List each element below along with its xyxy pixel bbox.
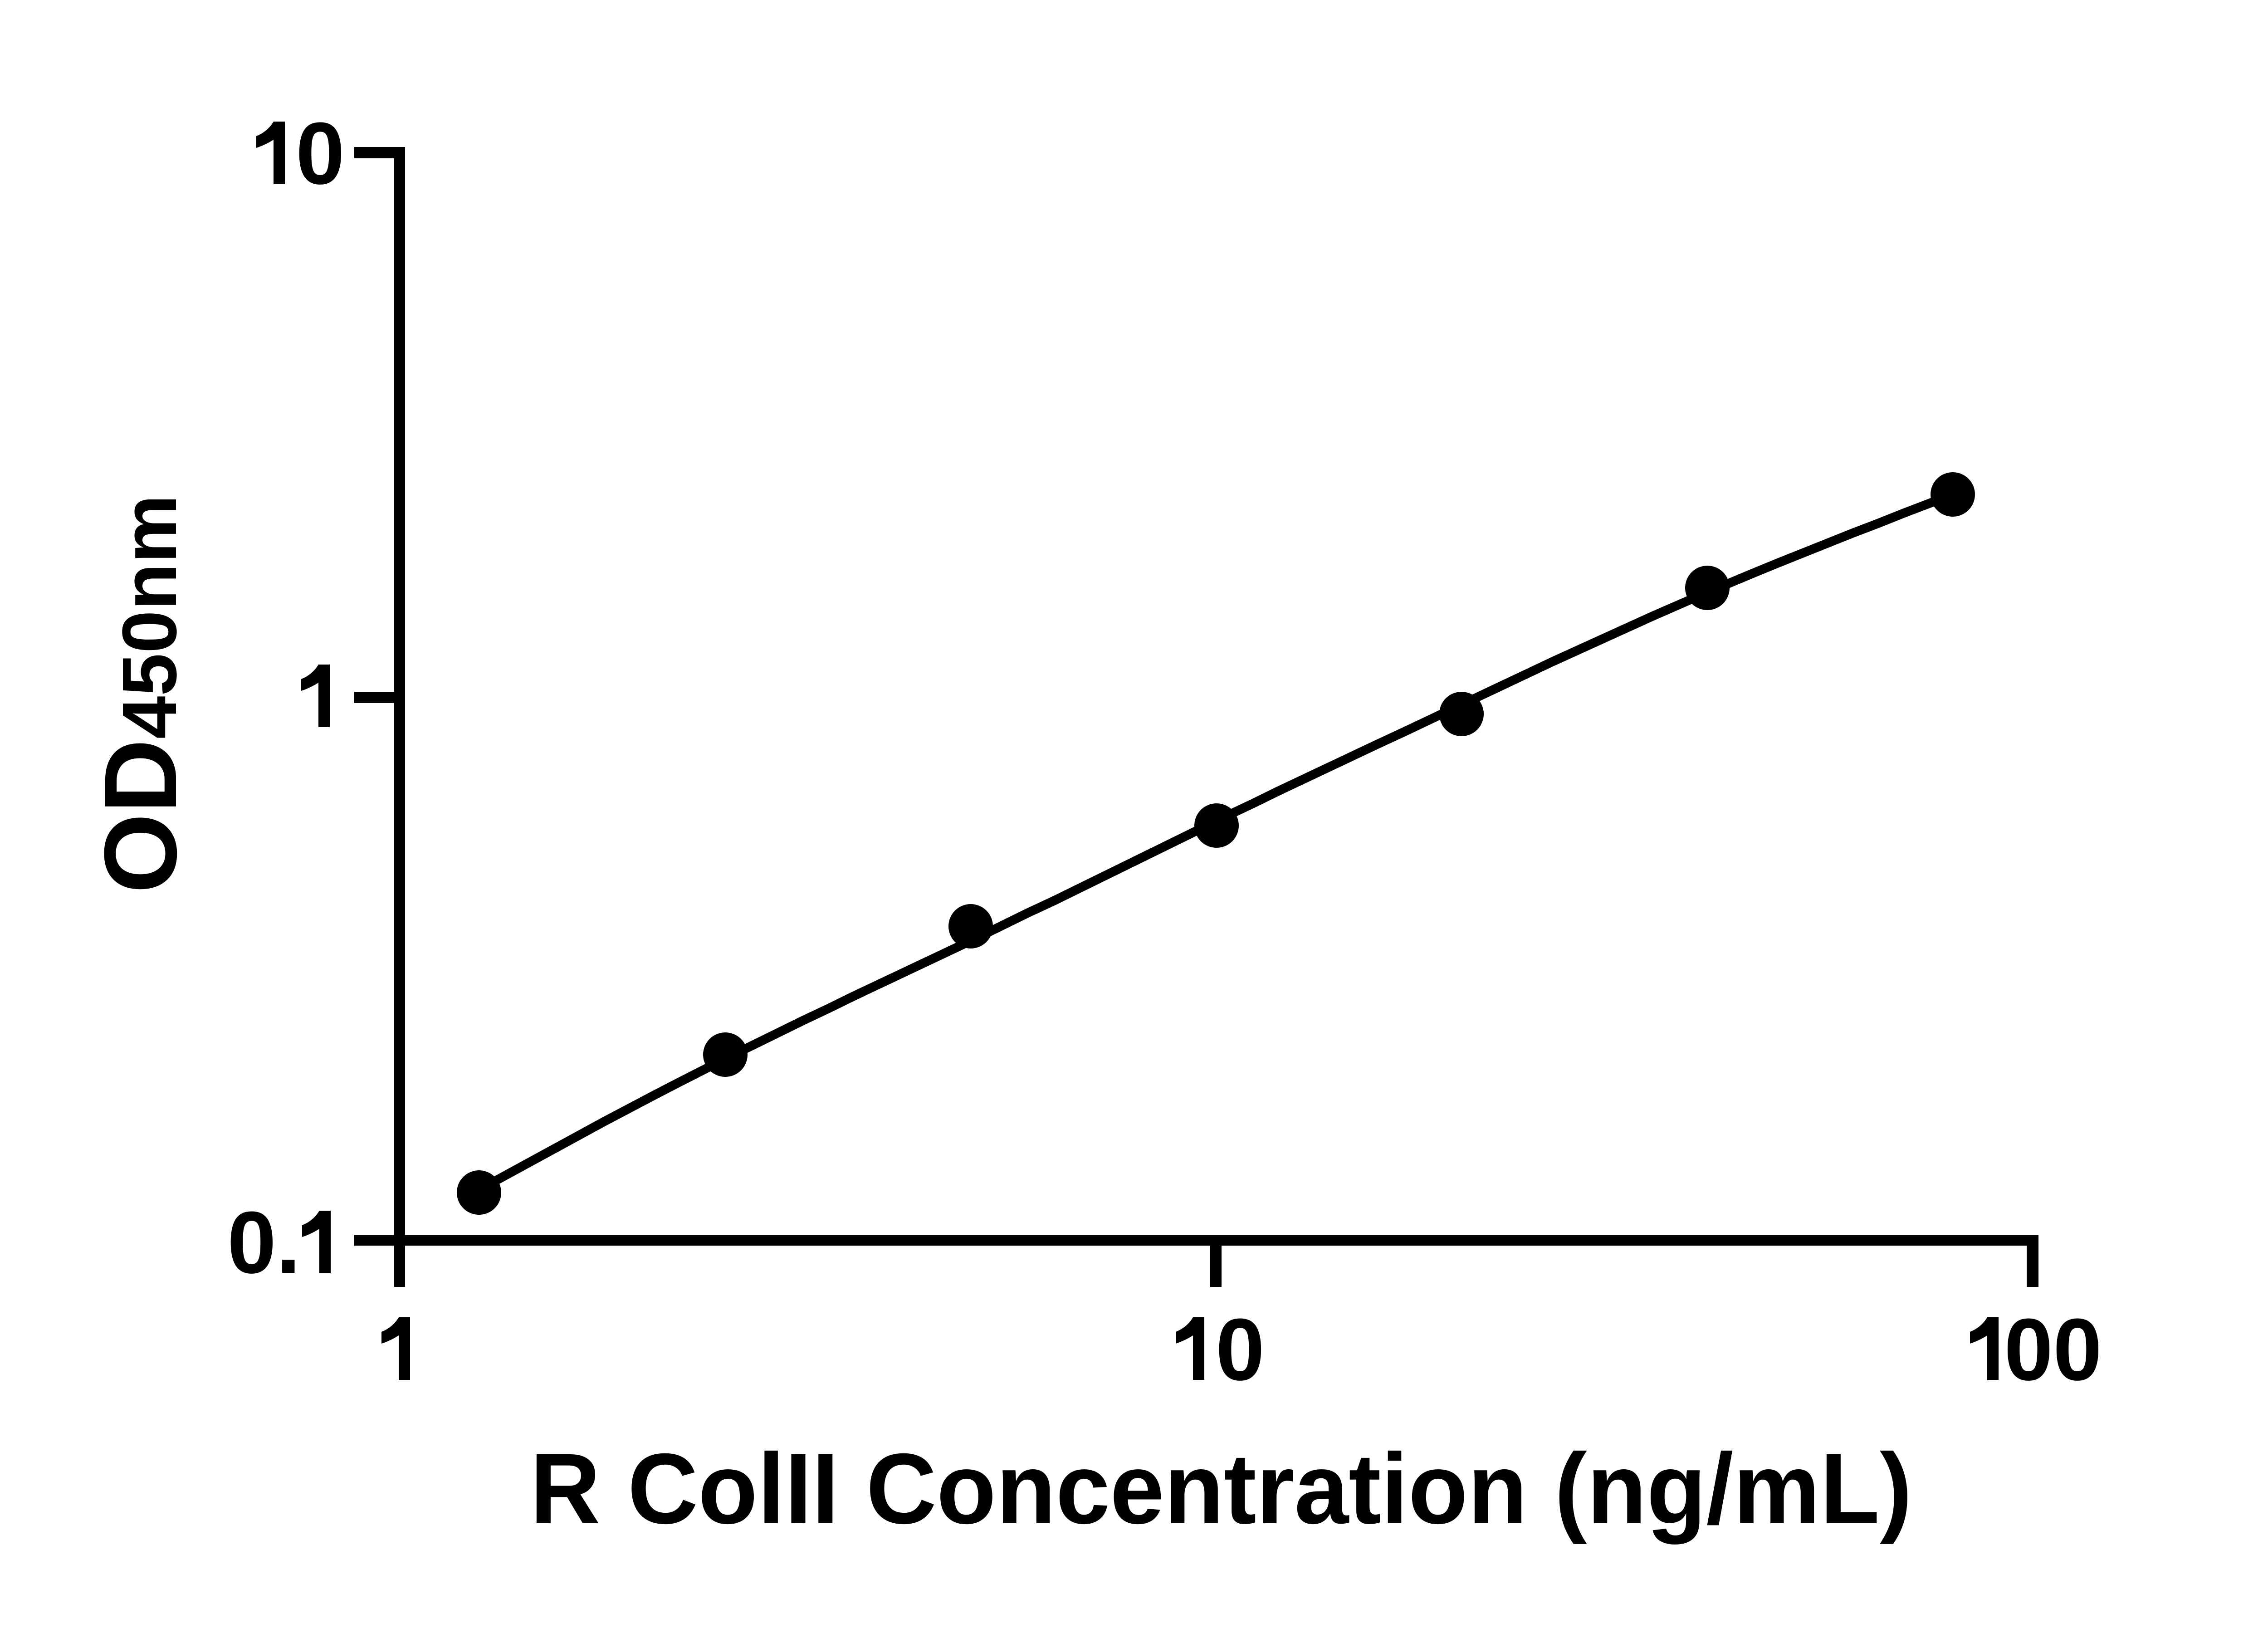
svg-text:0.: 0. — [227, 1193, 301, 1292]
svg-text:OD450nm: OD450nm — [83, 494, 198, 893]
svg-text:0: 0 — [1216, 1301, 1265, 1399]
svg-text:00: 00 — [2004, 1301, 2102, 1399]
svg-text:R ColII Concentration (ng/mL): R ColII Concentration (ng/mL) — [530, 1433, 1912, 1545]
svg-text:0: 0 — [296, 104, 345, 203]
